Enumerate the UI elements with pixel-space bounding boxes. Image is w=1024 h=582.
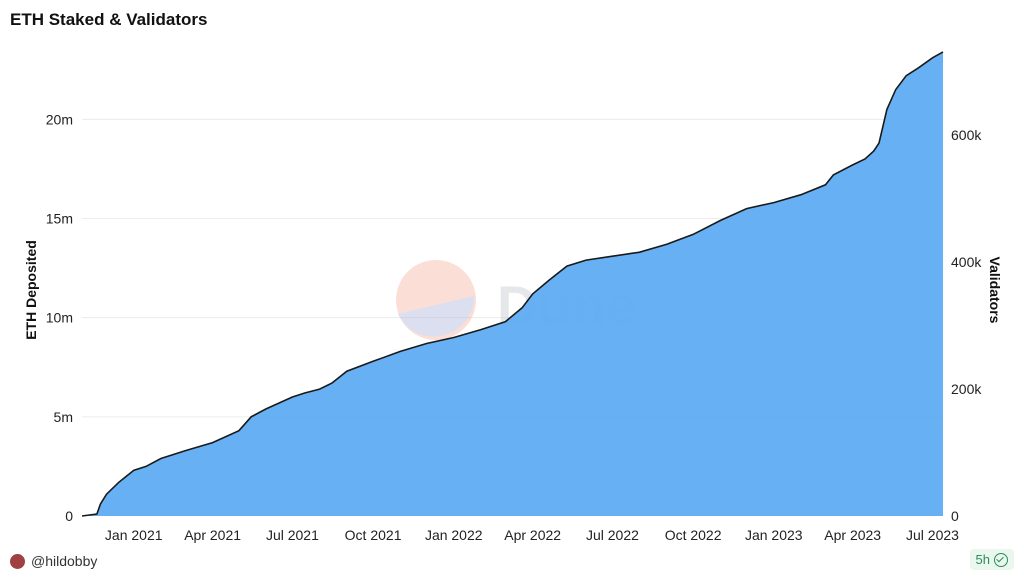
x-axis-ticks: Jan 2021 Apr 2021 Jul 2021 Oct 2021 Jan 2022… — [105, 527, 959, 543]
y-axis-title: ETH Deposited — [23, 240, 39, 340]
y2-tick-label: 400k — [951, 254, 982, 270]
y-tick-label: 5m — [54, 409, 73, 425]
author-name[interactable]: @hildobby — [31, 553, 98, 569]
y-tick-label: 10m — [46, 310, 73, 326]
eth-deposited-area — [82, 51, 943, 517]
y-axis-right-ticks: 0 200k 400k 600k — [951, 127, 982, 524]
x-tick-label: Jan 2023 — [745, 527, 803, 543]
y-tick-label: 0 — [65, 508, 73, 524]
dune-logo-lower-icon — [398, 296, 475, 337]
age-label: 5h — [975, 552, 990, 567]
author[interactable]: @hildobby — [10, 553, 97, 569]
dune-logo-icon — [396, 260, 476, 340]
y-tick-label: 15m — [46, 211, 73, 227]
x-tick-label: Jan 2022 — [425, 527, 483, 543]
y-tick-label: 20m — [46, 111, 73, 127]
x-tick-label: Jul 2023 — [906, 527, 959, 543]
x-tick-label: Oct 2021 — [345, 527, 402, 543]
check-circle-icon — [994, 552, 1008, 567]
x-tick-label: Oct 2022 — [665, 527, 722, 543]
y2-tick-label: 600k — [951, 127, 982, 143]
chart-title: ETH Staked & Validators — [10, 10, 208, 29]
footer: @hildobby 5h — [0, 547, 1024, 582]
x-tick-label: Jul 2022 — [586, 527, 639, 543]
x-tick-label: Apr 2022 — [504, 527, 561, 543]
eth-deposited-line — [81, 51, 944, 517]
y2-tick-label: 200k — [951, 381, 982, 397]
x-tick-label: Apr 2023 — [824, 527, 881, 543]
x-tick-label: Jul 2021 — [266, 527, 319, 543]
y-axis-left-ticks: 0 5m 10m 15m 20m — [46, 111, 73, 524]
x-tick-label: Apr 2021 — [184, 527, 241, 543]
y2-axis-title: Validators — [987, 257, 1003, 324]
x-tick-label: Jan 2021 — [105, 527, 163, 543]
avatar — [10, 553, 25, 569]
y2-tick-label: 0 — [951, 508, 959, 524]
refresh-badge[interactable]: 5h — [969, 549, 1014, 570]
